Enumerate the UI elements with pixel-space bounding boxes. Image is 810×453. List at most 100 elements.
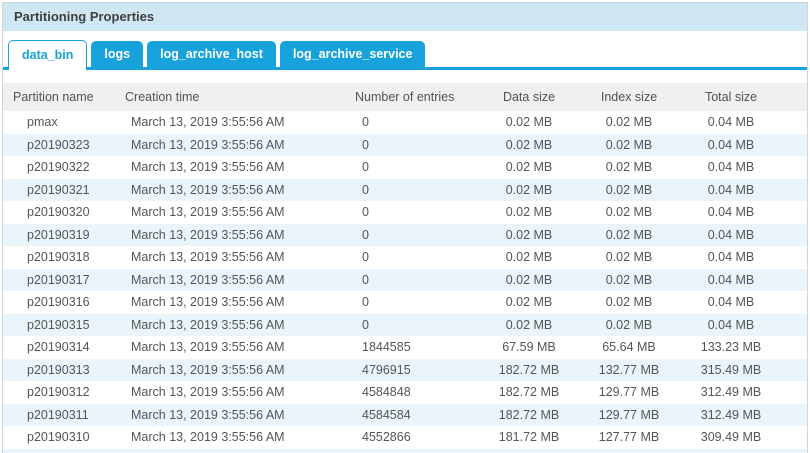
cell-creation: March 13, 2019 3:55:56 AM — [125, 246, 355, 269]
cell-entries: 0 — [355, 179, 473, 202]
cell-index_size: 0.02 MB — [585, 134, 673, 157]
cell-creation: March 13, 2019 3:55:56 AM — [125, 291, 355, 314]
cell-entries: 0 — [355, 111, 473, 134]
cell-index_size: 0.02 MB — [585, 179, 673, 202]
cell-creation: March 13, 2019 3:55:56 AM — [125, 156, 355, 179]
cell-index_size: 0.02 MB — [585, 246, 673, 269]
cell-entries: 4552866 — [355, 426, 473, 449]
table-row: p20190315March 13, 2019 3:55:56 AM00.02 … — [3, 314, 807, 337]
cell-total_size: 0.04 MB — [673, 224, 789, 247]
cell-data_size: 0.02 MB — [473, 314, 585, 337]
cell-creation: March 13, 2019 3:55:56 AM — [125, 179, 355, 202]
cell-creation: March 13, 2019 3:55:56 AM — [125, 224, 355, 247]
column-header-entries: Number of entries — [355, 83, 473, 111]
cell-entries: 4584848 — [355, 381, 473, 404]
cell-data_size: 67.59 MB — [473, 336, 585, 359]
cell-entries: 0 — [355, 156, 473, 179]
tab-data_bin[interactable]: data_bin — [8, 40, 87, 70]
cell-entries: 0 — [355, 201, 473, 224]
cell-total_size: 309.49 MB — [673, 426, 789, 449]
column-header-total: Total size — [673, 83, 789, 111]
cell-data_size: 0.02 MB — [473, 269, 585, 292]
column-header-creation: Creation time — [125, 83, 355, 111]
cell-index_size: 132.77 MB — [585, 359, 673, 382]
cell-data_size: 182.72 MB — [473, 359, 585, 382]
cell-total_size: 312.49 MB — [673, 381, 789, 404]
cell-partition: p20190313 — [3, 359, 125, 382]
table-header: Partition nameCreation timeNumber of ent… — [3, 83, 807, 111]
cell-entries: 0 — [355, 269, 473, 292]
cell-total_size: 0.04 MB — [673, 134, 789, 157]
cell-total_size: 0.04 MB — [673, 269, 789, 292]
table-row: p20190319March 13, 2019 3:55:56 AM00.02 … — [3, 224, 807, 247]
cell-entries: 0 — [355, 314, 473, 337]
cell-creation: March 13, 2019 3:55:56 AM — [125, 269, 355, 292]
table-row: p20190314March 13, 2019 3:55:56 AM184458… — [3, 336, 807, 359]
cell-creation: March 13, 2019 3:55:56 AM — [125, 201, 355, 224]
cell-index_size: 0.02 MB — [585, 111, 673, 134]
cell-partition: p20190317 — [3, 269, 125, 292]
cutoff-row-strip — [3, 449, 807, 453]
cell-index_size: 65.64 MB — [585, 336, 673, 359]
cell-creation: March 13, 2019 3:55:56 AM — [125, 426, 355, 449]
cell-data_size: 0.02 MB — [473, 156, 585, 179]
cell-partition: p20190316 — [3, 291, 125, 314]
table-row: pmaxMarch 13, 2019 3:55:56 AM00.02 MB0.0… — [3, 111, 807, 134]
tab-bar: data_binlogslog_archive_hostlog_archive_… — [3, 41, 807, 70]
cell-partition: p20190322 — [3, 156, 125, 179]
cell-index_size: 0.02 MB — [585, 201, 673, 224]
table-row: p20190313March 13, 2019 3:55:56 AM479691… — [3, 359, 807, 382]
cell-partition: p20190310 — [3, 426, 125, 449]
table-row: p20190312March 13, 2019 3:55:56 AM458484… — [3, 381, 807, 404]
cell-partition: p20190314 — [3, 336, 125, 359]
cell-partition: p20190319 — [3, 224, 125, 247]
cell-data_size: 0.02 MB — [473, 291, 585, 314]
table-row: p20190311March 13, 2019 3:55:56 AM458458… — [3, 404, 807, 427]
cell-total_size: 312.49 MB — [673, 404, 789, 427]
cell-data_size: 0.02 MB — [473, 246, 585, 269]
cell-entries: 4796915 — [355, 359, 473, 382]
cell-total_size: 0.04 MB — [673, 291, 789, 314]
cell-partition: pmax — [3, 111, 125, 134]
cell-total_size: 315.49 MB — [673, 359, 789, 382]
table-body: pmaxMarch 13, 2019 3:55:56 AM00.02 MB0.0… — [3, 111, 807, 449]
cell-partition: p20190315 — [3, 314, 125, 337]
cell-data_size: 0.02 MB — [473, 134, 585, 157]
table-row: p20190317March 13, 2019 3:55:56 AM00.02 … — [3, 269, 807, 292]
cell-creation: March 13, 2019 3:55:56 AM — [125, 314, 355, 337]
cell-data_size: 0.02 MB — [473, 111, 585, 134]
cell-index_size: 0.02 MB — [585, 224, 673, 247]
table-row: p20190321March 13, 2019 3:55:56 AM0 0.02 … — [3, 179, 807, 202]
table-header-row: Partition nameCreation timeNumber of ent… — [3, 83, 807, 111]
cell-creation: March 13, 2019 3:55:56 AM — [125, 359, 355, 382]
tab-log_archive_host[interactable]: log_archive_host — [147, 41, 276, 67]
cell-total_size: 0.04 MB — [673, 179, 789, 202]
cell-entries: 0 — [355, 246, 473, 269]
cell-creation: March 13, 2019 3:55:56 AM — [125, 381, 355, 404]
cell-creation: March 13, 2019 3:55:56 AM — [125, 134, 355, 157]
cell-index_size: 0.02 MB — [585, 269, 673, 292]
cell-creation: March 13, 2019 3:55:56 AM — [125, 336, 355, 359]
cell-data_size: 182.72 MB — [473, 381, 585, 404]
cell-partition: p20190320 — [3, 201, 125, 224]
cell-total_size: 133.23 MB — [673, 336, 789, 359]
table-row: p20190322March 13, 2019 3:55:56 AM00.02 … — [3, 156, 807, 179]
column-header-data: Data size — [473, 83, 585, 111]
cell-index_size: 0.02 MB — [585, 156, 673, 179]
cell-data_size: 182.72 MB — [473, 404, 585, 427]
cell-partition: p20190323 — [3, 134, 125, 157]
cell-total_size: 0.04 MB — [673, 111, 789, 134]
partitioning-properties-panel: Partitioning Properties data_binlogslog_… — [2, 2, 808, 453]
table-row: p20190320March 13, 2019 3:55:56 AM0 0.02 … — [3, 201, 807, 224]
table-row: p20190316March 13, 2019 3:55:56 AM00.02 … — [3, 291, 807, 314]
cell-partition: p20190321 — [3, 179, 125, 202]
cell-total_size: 0.04 MB — [673, 201, 789, 224]
column-header-partition: Partition name — [3, 83, 125, 111]
tab-log_archive_service[interactable]: log_archive_service — [280, 41, 426, 67]
cell-creation: March 13, 2019 3:55:56 AM — [125, 404, 355, 427]
cell-partition: p20190311 — [3, 404, 125, 427]
cell-entries: 0 — [355, 291, 473, 314]
tab-logs[interactable]: logs — [91, 41, 143, 67]
cell-entries: 4584584 — [355, 404, 473, 427]
cell-total_size: 0.04 MB — [673, 246, 789, 269]
